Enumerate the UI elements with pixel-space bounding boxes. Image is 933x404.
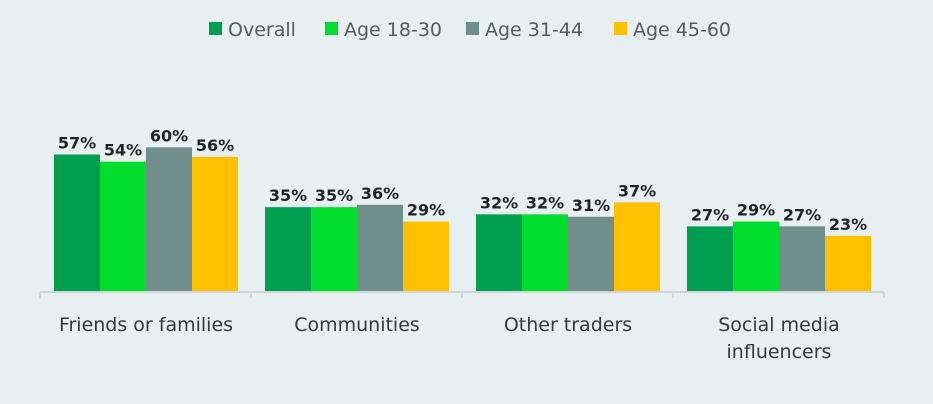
legend-label-1: Overall (228, 19, 296, 41)
legend-swatch-4 (614, 22, 627, 35)
legend-swatch-2 (325, 22, 338, 35)
bar-4-2 (733, 221, 779, 291)
value-label-2-3: 36% (361, 184, 399, 203)
bar-2-3 (357, 204, 403, 291)
category-label-1: Friends or families (59, 314, 233, 336)
bar-2-4 (403, 221, 449, 291)
category-label-2: Communities (294, 314, 420, 336)
value-label-3-4: 37% (618, 181, 656, 200)
bars (54, 147, 871, 291)
bar-1-1 (54, 154, 100, 291)
value-label-1-1: 57% (58, 133, 96, 152)
value-label-4-2: 29% (737, 201, 775, 220)
bar-4-1 (687, 226, 733, 291)
value-label-2-4: 29% (407, 201, 445, 220)
bar-3-1 (476, 214, 522, 291)
category-labels: Friends or families Communities Other trad… (59, 314, 840, 363)
value-label-1-3: 60% (150, 126, 188, 145)
category-label-4: Social media influencers (718, 314, 840, 363)
value-label-4-4: 23% (829, 215, 867, 234)
bar-1-4 (192, 156, 238, 291)
legend-label-4: Age 45-60 (633, 19, 731, 41)
bar-4-4 (825, 235, 871, 291)
bar-2-2 (311, 207, 357, 291)
bar-1-2 (100, 161, 146, 291)
legend-swatch-1 (209, 22, 222, 35)
value-label-4-3: 27% (783, 205, 821, 224)
value-label-1-4: 56% (196, 136, 234, 155)
legend-label-3: Age 31-44 (485, 19, 583, 41)
x-axis (39, 291, 885, 298)
legend-swatch-3 (466, 22, 479, 35)
bar-3-4 (614, 202, 660, 291)
value-label-3-1: 32% (480, 193, 518, 212)
category-label-3: Other traders (504, 314, 632, 336)
value-labels: 57% 54% 60% 56% 35% 35% 36% 29% 32% 32% 31% 37% 27% 2… (58, 126, 867, 234)
value-label-3-3: 31% (572, 196, 610, 215)
bar-3-3 (568, 216, 614, 291)
bar-2-1 (265, 207, 311, 291)
value-label-3-2: 32% (526, 193, 564, 212)
legend-label-2: Age 18-30 (344, 19, 442, 41)
value-label-2-1: 35% (269, 186, 307, 205)
bar-4-3 (779, 226, 825, 291)
value-label-4-1: 27% (691, 205, 729, 224)
value-label-2-2: 35% (315, 186, 353, 205)
bar-3-2 (522, 214, 568, 291)
legend: Overall Age 18-30 Age 31-44 Age 45-60 (209, 19, 731, 41)
bar-1-3 (146, 147, 192, 291)
value-label-1-2: 54% (104, 141, 142, 160)
